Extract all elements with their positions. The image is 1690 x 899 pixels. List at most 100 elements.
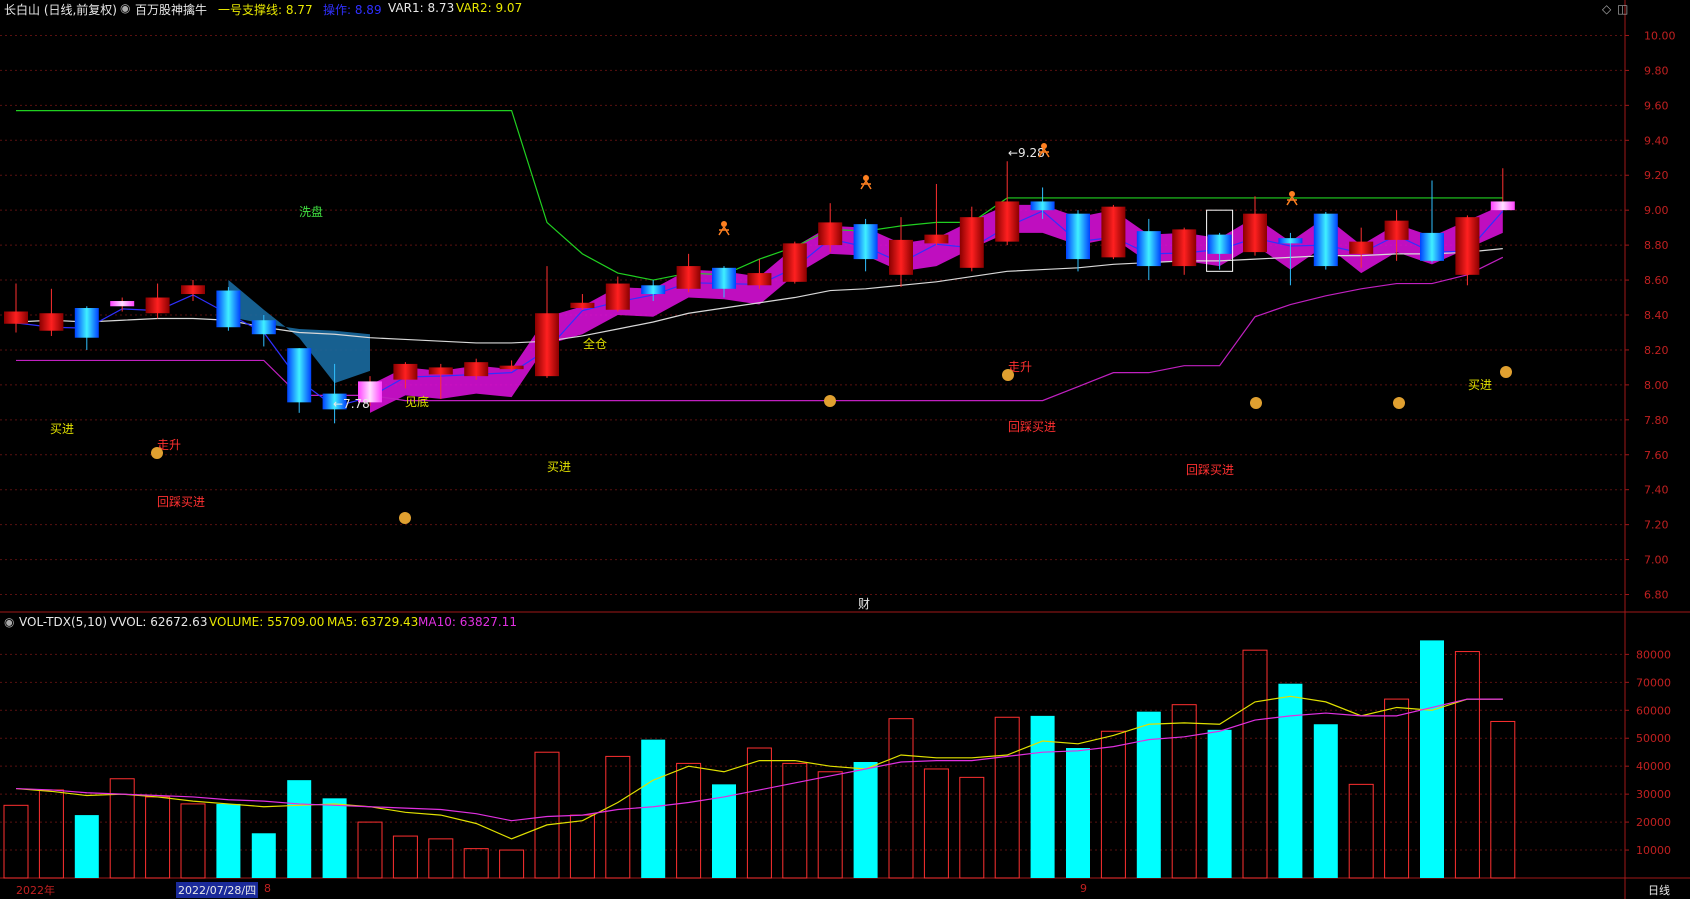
signal-annotation: 买进 bbox=[547, 460, 571, 474]
blue-band bbox=[228, 280, 370, 384]
candle-body bbox=[1101, 206, 1126, 258]
signal-annotation: 回踩买进 bbox=[1186, 463, 1234, 477]
vol-tick-label: 40000 bbox=[1636, 760, 1671, 773]
money-bag-icon bbox=[1002, 369, 1014, 381]
signal-annotation: 回踩买进 bbox=[157, 495, 205, 509]
runner-icon bbox=[1289, 191, 1295, 197]
candle-body bbox=[39, 313, 64, 331]
window-icon[interactable]: ◫ bbox=[1617, 2, 1629, 16]
candle-body bbox=[1030, 201, 1055, 211]
candle-body bbox=[1136, 231, 1161, 267]
candle-body bbox=[605, 283, 630, 310]
volume-bar bbox=[38, 789, 64, 879]
vol-tick-label: 50000 bbox=[1636, 732, 1671, 745]
vol-tick-label: 10000 bbox=[1636, 844, 1671, 857]
diamond-icon[interactable]: ◇ bbox=[1602, 2, 1612, 16]
month-9-label: 9 bbox=[1080, 882, 1087, 895]
volume-bar bbox=[994, 716, 1020, 879]
candle-body bbox=[1384, 220, 1409, 240]
candle-body bbox=[959, 217, 984, 268]
support-line bbox=[16, 256, 1504, 402]
volume-bar bbox=[853, 761, 878, 878]
volume-bar bbox=[923, 768, 949, 879]
volume-bar bbox=[251, 833, 276, 878]
price-tick-label: 7.20 bbox=[1644, 519, 1669, 532]
support-value: 一号支撑线: 8.77 bbox=[218, 3, 313, 17]
volume-bar bbox=[287, 780, 312, 878]
op-value: 操作: 8.89 bbox=[323, 3, 382, 17]
price-tick-label: 8.40 bbox=[1644, 309, 1669, 322]
volume-bar bbox=[74, 815, 99, 878]
price-tick-label: 9.00 bbox=[1644, 204, 1669, 217]
candle-body bbox=[1172, 229, 1197, 267]
high-price-mark: ←9.28 bbox=[1008, 146, 1045, 160]
volume-bar bbox=[463, 848, 489, 879]
candle-body bbox=[1278, 238, 1303, 244]
volume-bar bbox=[109, 778, 135, 879]
vol-menu-icon[interactable]: ◉ bbox=[4, 615, 15, 629]
signal-annotation: 买进 bbox=[1468, 378, 1492, 392]
volume-bar bbox=[1242, 649, 1268, 879]
price-tick-label: 8.80 bbox=[1644, 239, 1669, 252]
candle-body bbox=[535, 313, 559, 377]
candle-body bbox=[818, 222, 843, 246]
candle-body bbox=[358, 381, 382, 403]
volume-bar bbox=[569, 814, 595, 879]
candle-body bbox=[1207, 234, 1232, 254]
volume-bar bbox=[1384, 698, 1410, 879]
volume-bar bbox=[392, 835, 418, 879]
month-8-label: 8 bbox=[264, 882, 271, 895]
signal-annotation: 见底 bbox=[405, 394, 429, 409]
money-bag-icon bbox=[824, 395, 836, 407]
candle-body bbox=[924, 234, 949, 244]
volume-bar bbox=[216, 803, 241, 878]
candle-body bbox=[110, 301, 135, 307]
price-tick-label: 6.80 bbox=[1644, 589, 1669, 602]
runner-icon bbox=[1041, 143, 1047, 149]
candle-body bbox=[712, 267, 736, 289]
vvol-value: VVOL: 62672.63 bbox=[110, 615, 208, 629]
volume-bar bbox=[959, 776, 985, 879]
signal-annotation: 全仓 bbox=[583, 336, 607, 351]
runner-icon bbox=[721, 221, 727, 227]
indicator-menu-icon[interactable]: ◉ bbox=[120, 1, 131, 15]
candle-body bbox=[464, 362, 489, 377]
volume-bar bbox=[1100, 730, 1126, 879]
candle-body bbox=[782, 243, 807, 282]
candle-body bbox=[216, 290, 241, 328]
volume-bar bbox=[180, 803, 206, 879]
volume-value: VOLUME: 55709.00 bbox=[209, 615, 325, 629]
candle-body bbox=[1313, 213, 1338, 267]
period-label[interactable]: 日线 bbox=[1648, 884, 1670, 897]
volume-bar bbox=[428, 838, 454, 879]
candle-body bbox=[499, 365, 524, 370]
volume-bar bbox=[322, 798, 347, 878]
volume-bar bbox=[782, 762, 808, 879]
main-indicator-header: 长白山 (日线,前复权) ◉ 百万股神擒牛 一号支撑线: 8.77 操作: 8.… bbox=[0, 0, 1630, 18]
year-label: 2022年 bbox=[16, 884, 55, 897]
money-bag-icon bbox=[399, 512, 411, 524]
money-bag-icon bbox=[1250, 397, 1262, 409]
vol-tick-label: 70000 bbox=[1636, 676, 1671, 689]
runner-icon bbox=[718, 226, 730, 236]
ma10-value: MA10: 63827.11 bbox=[418, 615, 517, 629]
volume-bar bbox=[1490, 720, 1516, 879]
candle-body bbox=[889, 239, 913, 275]
candle-body bbox=[1066, 213, 1090, 260]
candle-body bbox=[570, 302, 595, 309]
price-tick-label: 8.00 bbox=[1644, 379, 1669, 392]
price-tick-label: 9.20 bbox=[1644, 169, 1669, 182]
candle-body bbox=[4, 311, 28, 324]
volume-bar bbox=[1066, 748, 1090, 878]
volume-bar bbox=[1420, 640, 1444, 878]
price-tick-label: 7.40 bbox=[1644, 484, 1669, 497]
candle-body bbox=[747, 273, 772, 286]
candle-body bbox=[145, 297, 170, 314]
runner-icon bbox=[860, 180, 872, 190]
signal-annotation: 买进 bbox=[50, 422, 74, 436]
candle-body bbox=[181, 285, 205, 295]
price-tick-label: 8.20 bbox=[1644, 344, 1669, 357]
vol-tick-label: 60000 bbox=[1636, 704, 1671, 717]
signal-annotation: 洗盘 bbox=[299, 204, 323, 219]
